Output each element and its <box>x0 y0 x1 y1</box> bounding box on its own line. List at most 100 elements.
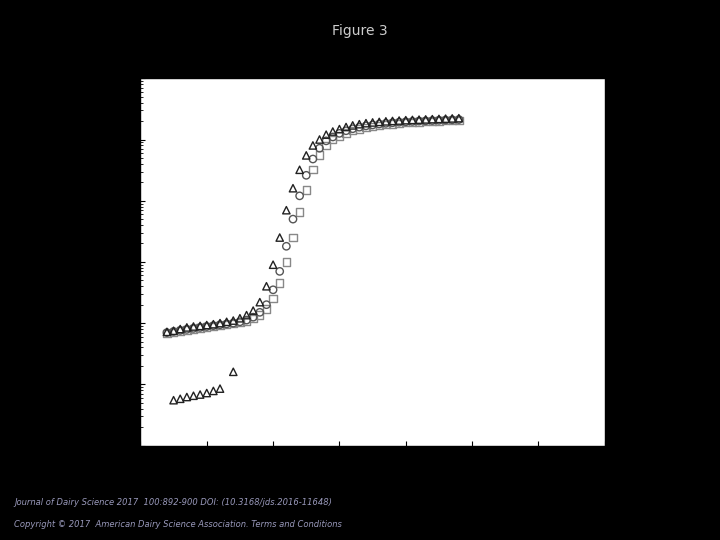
Point <box>234 314 246 322</box>
Point <box>287 233 299 242</box>
Point <box>446 116 458 124</box>
Point <box>453 114 464 123</box>
Text: Journal of Dairy Science 2017  100:892-900 DOI: (10.3168/jds.2016-11648): Journal of Dairy Science 2017 100:892-90… <box>14 497 332 507</box>
Y-axis label: G’ (Pa): G’ (Pa) <box>75 233 90 291</box>
Point <box>267 286 279 294</box>
Point <box>446 116 458 125</box>
Point <box>387 118 398 127</box>
Point <box>420 115 431 124</box>
Point <box>274 267 286 276</box>
Point <box>181 393 193 401</box>
Point <box>341 126 352 135</box>
Point <box>314 151 325 159</box>
Text: Copyright © 2017  American Dairy Science Association. Terms and Conditions: Copyright © 2017 American Dairy Science … <box>14 520 342 529</box>
Point <box>234 318 246 326</box>
Point <box>194 390 206 399</box>
Point <box>215 321 226 329</box>
Point <box>294 165 305 174</box>
Point <box>248 314 259 323</box>
Point <box>240 317 252 326</box>
Point <box>181 323 193 332</box>
Point <box>201 323 212 332</box>
Point <box>387 117 398 125</box>
Point <box>413 117 425 125</box>
Point <box>374 121 385 130</box>
Point <box>327 136 338 144</box>
Point <box>327 127 338 136</box>
Point <box>254 311 266 320</box>
Point <box>281 206 292 214</box>
Point <box>374 120 385 129</box>
Point <box>181 325 193 334</box>
Point <box>407 116 418 124</box>
Point <box>320 130 332 139</box>
Point <box>194 324 206 333</box>
Point <box>274 279 286 287</box>
Point <box>194 323 206 332</box>
Point <box>207 321 219 330</box>
Point <box>380 117 392 126</box>
Point <box>287 184 299 193</box>
Point <box>407 118 418 126</box>
Point <box>440 114 451 123</box>
Point <box>354 123 365 132</box>
Point <box>307 165 319 174</box>
Point <box>400 118 412 127</box>
Point <box>228 319 239 328</box>
Point <box>426 116 438 125</box>
Point <box>161 328 173 337</box>
Point <box>168 396 179 404</box>
Point <box>420 117 431 125</box>
Point <box>207 322 219 330</box>
Point <box>240 316 252 325</box>
Point <box>347 121 359 130</box>
Point <box>261 282 272 291</box>
Point <box>300 186 312 194</box>
Point <box>433 114 445 123</box>
Point <box>393 118 405 126</box>
Point <box>168 327 179 336</box>
Point <box>426 115 438 124</box>
Point <box>228 319 239 327</box>
Point <box>281 258 292 266</box>
Point <box>254 308 266 316</box>
Point <box>320 137 332 145</box>
Point <box>407 117 418 126</box>
Point <box>174 327 186 335</box>
Point <box>433 116 445 125</box>
Point <box>380 120 392 129</box>
Point <box>168 328 179 336</box>
Point <box>174 325 186 333</box>
Text: Figure 3: Figure 3 <box>332 24 388 38</box>
Point <box>188 324 199 333</box>
Point <box>215 384 226 393</box>
Point <box>446 114 458 123</box>
Point <box>287 215 299 224</box>
Point <box>387 119 398 128</box>
Point <box>393 116 405 125</box>
Point <box>161 328 173 336</box>
Point <box>194 322 206 330</box>
Point <box>314 144 325 153</box>
Point <box>207 320 219 328</box>
Point <box>228 368 239 376</box>
Point <box>248 313 259 321</box>
Point <box>374 118 385 126</box>
Point <box>294 208 305 217</box>
Point <box>333 129 345 138</box>
Point <box>380 119 392 127</box>
Point <box>174 394 186 403</box>
Point <box>240 311 252 320</box>
Point <box>168 326 179 335</box>
Point <box>201 389 212 397</box>
Point <box>188 392 199 400</box>
Point <box>294 192 305 200</box>
Point <box>221 320 233 328</box>
Point <box>267 294 279 303</box>
Point <box>254 298 266 307</box>
Point <box>413 116 425 124</box>
Point <box>300 151 312 160</box>
Point <box>267 260 279 269</box>
Point <box>367 122 379 131</box>
Point <box>360 119 372 127</box>
